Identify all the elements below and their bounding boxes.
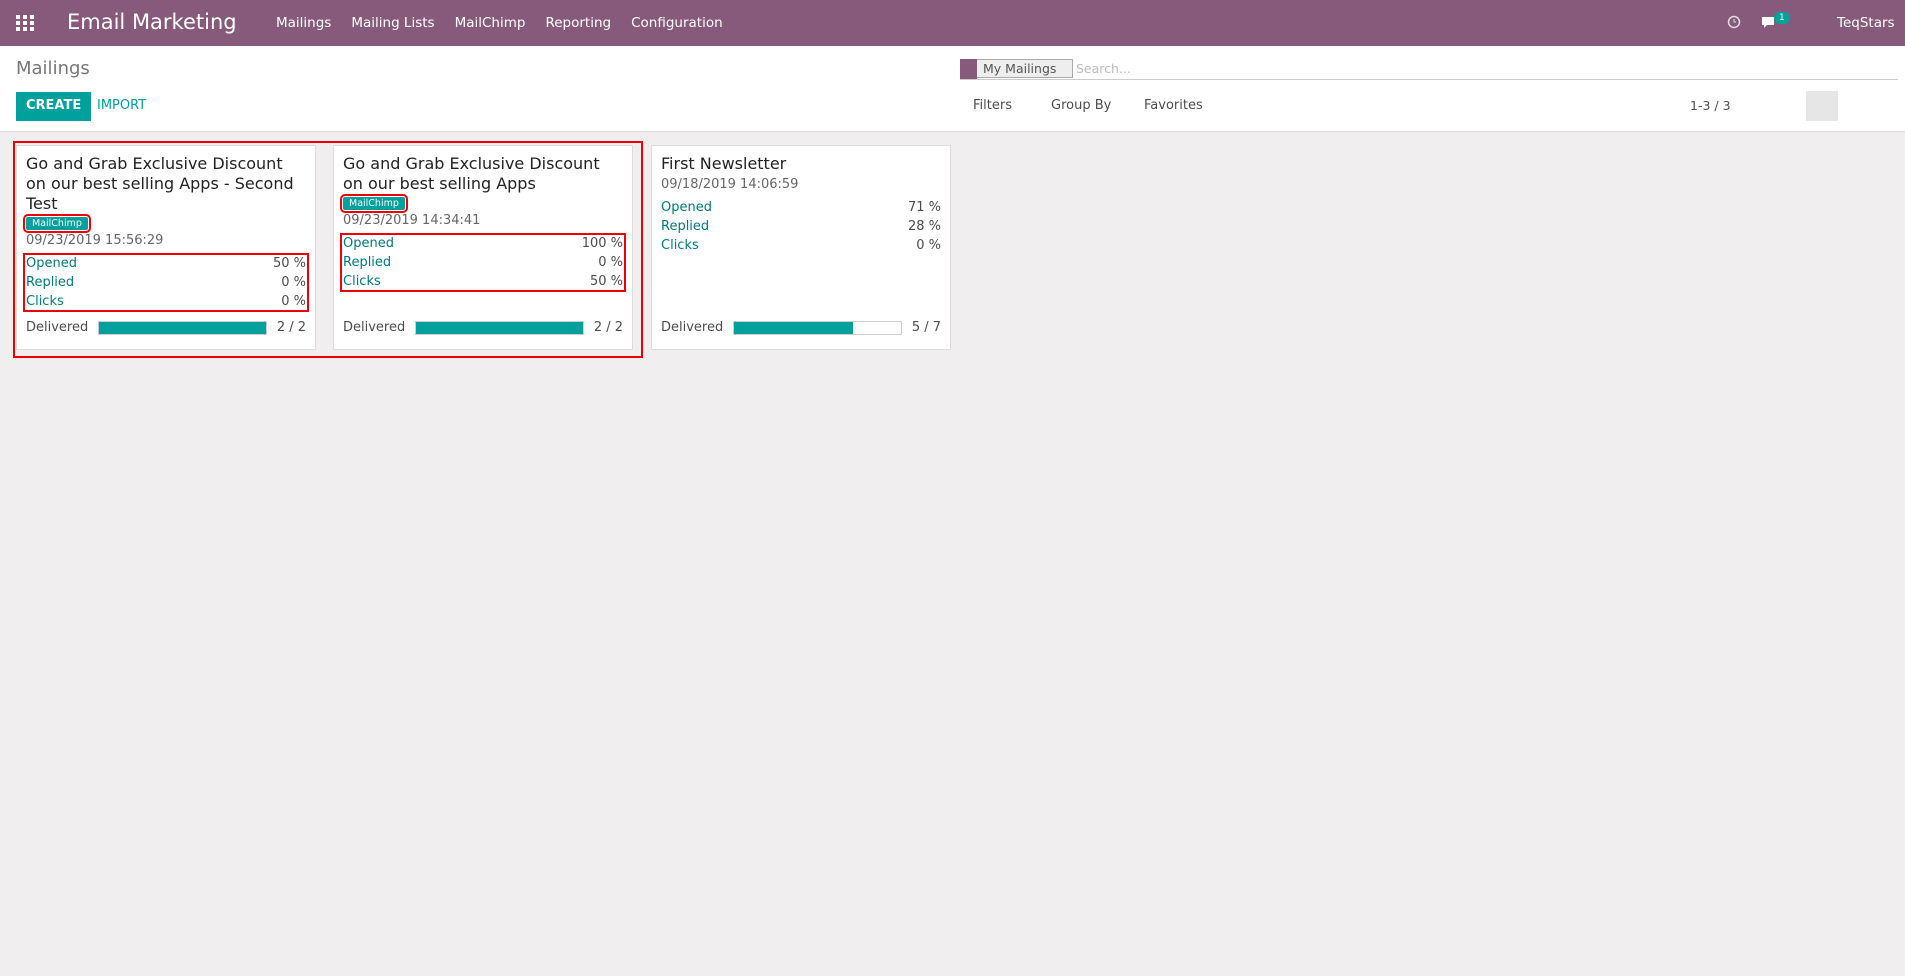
- tag: MailChimp: [340, 194, 408, 213]
- delivered: Delivered 2 / 2: [26, 320, 306, 335]
- delivered-label: Delivered: [343, 320, 406, 335]
- stat-row: Replied 0 %: [343, 253, 623, 272]
- stat-label[interactable]: Replied: [26, 275, 75, 290]
- facet: My Mailings: [960, 59, 1074, 78]
- stat-value: 50 %: [272, 256, 306, 271]
- stat-label[interactable]: Opened: [343, 236, 394, 251]
- delivered-count: 2 / 2: [276, 320, 306, 335]
- stat-label[interactable]: Replied: [661, 219, 710, 234]
- date: 09/23/2019 14:34:41: [343, 213, 481, 228]
- menu-item[interactable]: Mailing Lists: [351, 15, 435, 31]
- stat-label[interactable]: Clicks: [343, 274, 381, 289]
- stat-label[interactable]: Replied: [343, 255, 392, 270]
- control-panel: Mailings CREATE IMPORT My Mailings Searc…: [0, 46, 1905, 132]
- user-menu[interactable]: TeqStars: [1837, 15, 1895, 31]
- search-bar[interactable]: My Mailings Search...: [960, 58, 1898, 80]
- group-by[interactable]: Group By: [1051, 98, 1112, 113]
- menu-item[interactable]: MailChimp: [454, 15, 526, 31]
- activity-icon[interactable]: [1727, 15, 1741, 29]
- app-name: Email Marketing: [67, 10, 237, 34]
- card-title: Go and Grab Exclusive Discount on our be…: [343, 154, 600, 193]
- delivered-label: Delivered: [661, 320, 724, 335]
- stat-row: Opened 50 %: [26, 254, 306, 273]
- stats: Opened 100 % Replied 0 % Clicks 50 %: [340, 233, 626, 292]
- stat-value: 28 %: [907, 219, 941, 234]
- pager: 1-3 / 3: [1690, 98, 1731, 113]
- filters[interactable]: Filters: [973, 98, 1012, 113]
- menu-item[interactable]: Reporting: [545, 15, 612, 31]
- highlight-box: [13, 141, 643, 358]
- stat-row: Opened 71 %: [661, 198, 941, 217]
- date: 09/18/2019 14:06:59: [661, 177, 799, 192]
- stat-row: Clicks 0 %: [661, 236, 941, 255]
- progress-fill: [416, 321, 583, 334]
- apps-icon[interactable]: [16, 15, 34, 31]
- stat-row: Clicks 0 %: [26, 292, 306, 311]
- menu-item[interactable]: Configuration: [631, 15, 723, 31]
- breadcrumb: Mailings: [16, 58, 90, 79]
- kanban-view[interactable]: [1806, 91, 1838, 121]
- stat-value: 0 %: [916, 238, 941, 253]
- date: 09/23/2019 15:56:29: [26, 233, 164, 248]
- stat-row: Replied 28 %: [661, 217, 941, 236]
- card-title: Go and Grab Exclusive Discount on our be…: [26, 154, 294, 213]
- progress-fill: [734, 321, 854, 334]
- stats: Opened 50 % Replied 0 % Clicks 0 %: [23, 253, 309, 312]
- mailing-card[interactable]: Go and Grab Exclusive Discount on our be…: [333, 145, 633, 350]
- stat-value: 0 %: [598, 255, 623, 270]
- search-input[interactable]: Search...: [1076, 61, 1131, 76]
- stat-value: 100 %: [581, 236, 623, 251]
- menu: Mailings Mailing Lists MailChimp Reporting C…: [276, 15, 723, 31]
- stat-label[interactable]: Clicks: [661, 238, 699, 253]
- stat-value: 71 %: [907, 200, 941, 215]
- progress-bar: [733, 320, 902, 335]
- mailing-card[interactable]: First Newsletter 09/18/2019 14:06:59 Opene…: [651, 145, 951, 350]
- stat-row: Clicks 50 %: [343, 272, 623, 291]
- favorites[interactable]: Favorites: [1144, 98, 1203, 113]
- delivered-count: 5 / 7: [911, 320, 941, 335]
- navbar: Email Marketing Mailings Mailing Lists Mai…: [0, 0, 1905, 46]
- progress-fill: [99, 321, 266, 334]
- stat-row: Replied 0 %: [26, 273, 306, 292]
- facet-icon: [960, 59, 977, 79]
- mailing-card[interactable]: Go and Grab Exclusive Discount on our be…: [16, 145, 316, 350]
- progress-bar: [415, 320, 584, 335]
- stat-value: 0 %: [281, 294, 306, 309]
- tag: MailChimp: [23, 214, 91, 233]
- create-button[interactable]: CREATE: [16, 92, 92, 121]
- stat-label[interactable]: Opened: [26, 256, 77, 271]
- stat-value: 0 %: [281, 275, 306, 290]
- stats: Opened 71 % Replied 28 % Clicks 0 %: [659, 198, 943, 255]
- delivered-count: 2 / 2: [593, 320, 623, 335]
- progress-bar: [98, 320, 267, 335]
- import-button[interactable]: IMPORT: [97, 98, 147, 113]
- stat-row: Opened 100 %: [343, 234, 623, 253]
- delivered: Delivered 5 / 7: [661, 320, 941, 335]
- chat-icon[interactable]: [1761, 16, 1777, 29]
- delivered-label: Delivered: [26, 320, 89, 335]
- stat-label[interactable]: Clicks: [26, 294, 64, 309]
- stat-label[interactable]: Opened: [661, 200, 712, 215]
- chat-count: 1: [1774, 12, 1790, 24]
- stat-value: 50 %: [589, 274, 623, 289]
- card-title: First Newsletter: [661, 154, 787, 173]
- menu-item[interactable]: Mailings: [276, 15, 332, 31]
- delivered: Delivered 2 / 2: [343, 320, 623, 335]
